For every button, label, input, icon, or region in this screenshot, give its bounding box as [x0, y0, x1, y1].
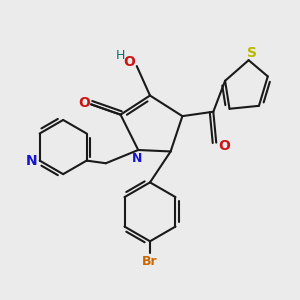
Text: S: S [247, 46, 256, 60]
Text: N: N [132, 152, 142, 165]
Text: H: H [116, 49, 125, 62]
Text: O: O [124, 55, 135, 69]
Text: O: O [78, 96, 90, 110]
Text: O: O [219, 139, 230, 153]
Text: Br: Br [142, 255, 158, 268]
Text: N: N [26, 154, 37, 168]
